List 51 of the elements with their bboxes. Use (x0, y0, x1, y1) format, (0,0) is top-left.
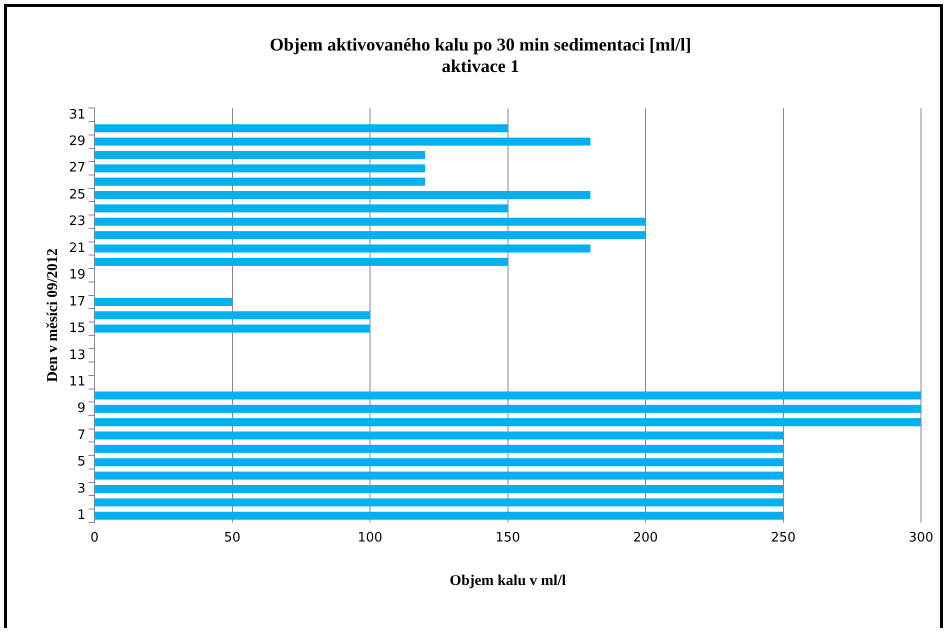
chart-subtitle: aktivace 1 (442, 56, 520, 76)
x-tick-label: 250 (770, 530, 796, 546)
y-tick-label: 27 (68, 160, 86, 176)
y-tick-label: 19 (68, 268, 86, 283)
bar (95, 124, 508, 132)
bar (95, 138, 590, 146)
bar (95, 244, 590, 252)
x-tick-label: 100 (358, 530, 382, 546)
y-axis-title: Den v měsíci 09/2012 (44, 248, 61, 382)
y-tick-label: 9 (77, 401, 86, 416)
y-tick-label: 31 (68, 107, 86, 122)
y-tick-label: 21 (68, 240, 86, 256)
bar (95, 258, 508, 266)
bar (95, 150, 426, 159)
bar (95, 418, 921, 426)
y-tick-label: 25 (68, 187, 86, 202)
chart-title: Objem aktivovaného kalu po 30 min sedimentaci [ml/l] (270, 34, 692, 54)
bar (95, 164, 426, 172)
bar (95, 311, 370, 320)
bar (95, 324, 370, 333)
x-tick-label: 50 (224, 530, 241, 546)
y-tick-label: 17 (68, 294, 86, 310)
bar (95, 391, 921, 400)
bar (95, 484, 784, 494)
x-tick-label: 0 (90, 530, 99, 546)
x-tick-label: 200 (633, 530, 658, 546)
bar (95, 444, 784, 453)
bar (95, 432, 784, 440)
bar (95, 218, 646, 226)
y-tick-label: 11 (68, 374, 86, 390)
y-tick-label: 7 (77, 428, 86, 443)
bar (95, 512, 784, 520)
x-axis-title: Objem kalu v ml/l (450, 572, 566, 589)
y-tick-label: 23 (68, 214, 86, 230)
y-tick-label: 13 (68, 348, 86, 363)
x-tick-label: 300 (908, 530, 934, 546)
y-tick-label: 29 (68, 134, 86, 149)
bar (95, 178, 426, 186)
bar (95, 498, 784, 506)
bar (95, 204, 508, 212)
bar (95, 404, 921, 413)
y-tick-label: 1 (77, 508, 86, 524)
bar (95, 298, 232, 306)
bar (95, 231, 646, 240)
y-tick-label: 15 (68, 321, 86, 336)
bar (95, 472, 784, 480)
bar (95, 191, 590, 200)
bar (95, 458, 784, 466)
y-tick-label: 5 (77, 454, 86, 470)
y-tick-label: 3 (77, 481, 86, 496)
x-tick-label: 150 (495, 530, 520, 546)
